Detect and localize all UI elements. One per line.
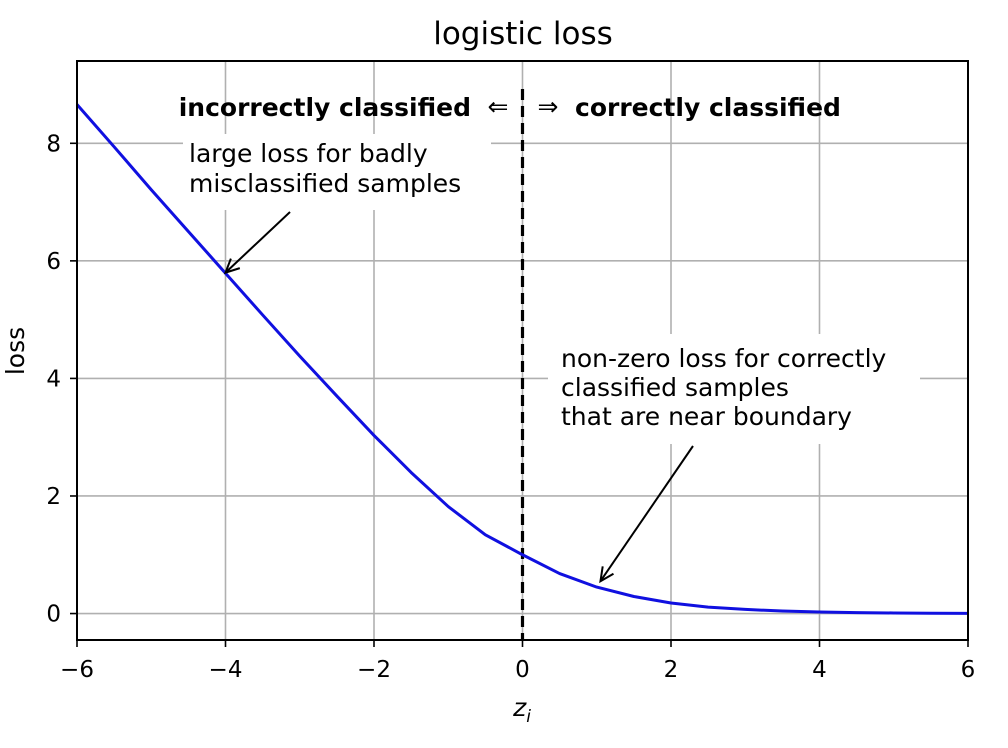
x-axis-label: zi	[512, 693, 531, 727]
header-incorrect-label: incorrectly classified	[179, 93, 471, 122]
annotation-nonzero-loss-line-3: that are near boundary	[561, 402, 852, 431]
annotation-arrows	[223, 211, 694, 584]
annotation-box-nonzero-loss	[548, 334, 920, 444]
x-axis-label-subscript: i	[526, 707, 531, 727]
axis-ticks: −6 −4 −2 0 2 4 6 0 2 4 6 8	[46, 131, 975, 683]
y-tick-label-2: 4	[46, 366, 61, 392]
annotation-box-large-loss	[183, 134, 491, 210]
right-arrow-glyph: ⇒	[538, 92, 559, 121]
x-tick-label-2: −2	[357, 657, 391, 683]
y-tick-label-3: 6	[46, 249, 61, 275]
annotation-arrow-1	[599, 445, 694, 582]
header-correct-label: correctly classified	[575, 93, 841, 122]
annotation-arrow-0	[224, 211, 291, 274]
x-tick-label-0: −6	[60, 657, 94, 683]
x-axis-label-var: z	[512, 693, 527, 722]
x-tick-label-3: 0	[515, 657, 530, 683]
y-tick-label-0: 0	[46, 602, 61, 628]
x-tick-label-6: 6	[961, 657, 976, 683]
x-tick-label-1: −4	[209, 657, 243, 683]
annotation-arrowhead-0	[223, 258, 241, 275]
annotation-nonzero-loss-line-1: non-zero loss for correctly	[561, 344, 887, 373]
chart-title: logistic loss	[433, 16, 613, 52]
annotation-arrowhead-1	[599, 566, 614, 584]
annotation-nonzero-loss-line-2: classified samples	[561, 373, 789, 402]
y-tick-label-1: 2	[46, 484, 61, 510]
x-tick-label-5: 4	[812, 657, 827, 683]
y-tick-label-4: 8	[46, 131, 61, 157]
annotation-large-loss-line-2: misclassified samples	[189, 169, 461, 198]
y-axis-label: loss	[1, 327, 30, 375]
left-arrow-glyph: ⇐	[488, 92, 509, 121]
x-tick-label-4: 2	[664, 657, 679, 683]
class-header: incorrectly classified ⇐ ⇒ correctly cla…	[179, 92, 841, 122]
annotation-large-loss-line-1: large loss for badly	[189, 139, 428, 168]
annotations: large loss for badly misclassified sampl…	[183, 134, 920, 584]
